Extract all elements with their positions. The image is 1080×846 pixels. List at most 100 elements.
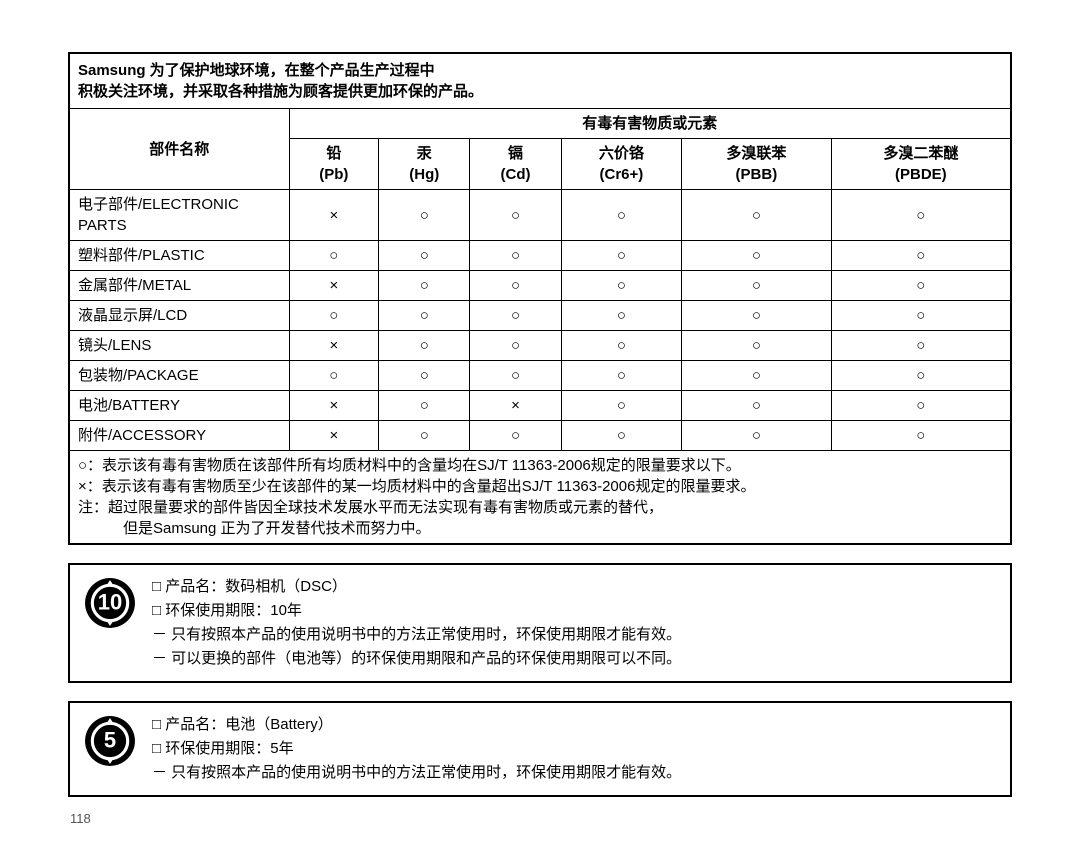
substance-cell: ○ [682,361,832,391]
substance-cell: ○ [379,361,470,391]
epup-box-5-list: 产品名：电池（Battery）环保使用期限：5年只有按照本产品的使用说明书中的方… [152,713,681,785]
substance-cell: ○ [470,421,561,451]
info-list-item: 只有按照本产品的使用说明书中的方法正常使用时，环保使用期限才能有效。 [152,623,681,647]
title-line-1: Samsung 为了保护地球环境，在整个产品生产过程中 [78,62,435,79]
note-line-2: ×：表示该有毒有害物质至少在该部件的某一均质材料中的含量超出SJ/T 11363… [78,478,755,495]
info-list-item: 只有按照本产品的使用说明书中的方法正常使用时，环保使用期限才能有效。 [152,761,681,785]
epup-box-5: 5 产品名：电池（Battery）环保使用期限：5年只有按照本产品的使用说明书中… [68,701,1012,797]
part-name-cell: 镜头/LENS [69,331,289,361]
notes-cell: ○：表示该有毒有害物质在该部件所有均质材料中的含量均在SJ/T 11363-20… [69,451,1011,545]
table-row: 镜头/LENS×○○○○○ [69,331,1011,361]
part-name-cell: 附件/ACCESSORY [69,421,289,451]
substance-cell: ○ [561,331,681,361]
table-row: 电池/BATTERY×○×○○○ [69,391,1011,421]
substance-cell: ○ [682,421,832,451]
substance-cell: ○ [561,241,681,271]
substance-cell: ○ [831,331,1011,361]
substance-cell: ○ [470,241,561,271]
substance-cell: ○ [379,331,470,361]
substances-group-header: 有毒有害物质或元素 [289,109,1011,139]
table-row: 包装物/PACKAGE○○○○○○ [69,361,1011,391]
substance-cell: ○ [561,271,681,301]
epup-box-10-list: 产品名：数码相机（DSC）环保使用期限：10年只有按照本产品的使用说明书中的方法… [152,575,681,671]
epup-icon-5: 5 [84,715,136,767]
substance-cell: ○ [682,190,832,241]
table-row: 金属部件/METAL×○○○○○ [69,271,1011,301]
document-page: Samsung 为了保护地球环境，在整个产品生产过程中 积极关注环境，并采取各种… [0,0,1080,846]
info-list-item: 环保使用期限：10年 [152,599,681,623]
epup-box-10: 10 产品名：数码相机（DSC）环保使用期限：10年只有按照本产品的使用说明书中… [68,563,1012,683]
substance-col-header: 多溴联苯(PBB) [682,139,832,190]
epup-number-10: 10 [98,589,122,615]
substance-cell: ○ [289,361,379,391]
substance-cell: ○ [379,421,470,451]
substance-col-header: 镉(Cd) [470,139,561,190]
info-list-item: 产品名：数码相机（DSC） [152,575,681,599]
part-name-cell: 包装物/PACKAGE [69,361,289,391]
substance-cell: × [289,331,379,361]
substance-cell: ○ [831,301,1011,331]
part-name-cell: 电子部件/ELECTRONIC PARTS [69,190,289,241]
substance-cell: ○ [470,331,561,361]
substance-cell: × [289,421,379,451]
info-list-item: 环保使用期限：5年 [152,737,681,761]
substance-cell: ○ [561,361,681,391]
substance-cell: × [289,271,379,301]
part-name-cell: 金属部件/METAL [69,271,289,301]
substance-cell: ○ [831,271,1011,301]
substance-cell: ○ [379,271,470,301]
note-line-1: ○：表示该有毒有害物质在该部件所有均质材料中的含量均在SJ/T 11363-20… [78,457,741,474]
table-title-cell: Samsung 为了保护地球环境，在整个产品生产过程中 积极关注环境，并采取各种… [69,53,1011,109]
substance-cell: ○ [682,391,832,421]
title-line-2: 积极关注环境，并采取各种措施为顾客提供更加环保的产品。 [78,83,483,100]
substance-col-header: 铅(Pb) [289,139,379,190]
note-line-4: 但是Samsung 正为了开发替代技术而努力中。 [78,518,431,539]
part-name-cell: 电池/BATTERY [69,391,289,421]
parts-col-header: 部件名称 [69,109,289,190]
substance-cell: ○ [470,361,561,391]
substance-cell: ○ [831,190,1011,241]
substance-cell: ○ [470,271,561,301]
epup-number-5: 5 [104,727,116,753]
table-row: 塑料部件/PLASTIC○○○○○○ [69,241,1011,271]
notes-row: ○：表示该有毒有害物质在该部件所有均质材料中的含量均在SJ/T 11363-20… [69,451,1011,545]
substance-cell: ○ [561,301,681,331]
substance-cell: ○ [379,190,470,241]
substance-cell: × [289,391,379,421]
substance-cell: ○ [289,241,379,271]
substance-cell: ○ [379,301,470,331]
substance-cell: ○ [682,301,832,331]
substance-cell: ○ [289,301,379,331]
page-number: 118 [68,811,1012,826]
substance-cell: ○ [831,361,1011,391]
substance-cell: ○ [682,331,832,361]
substance-col-header: 多溴二苯醚(PBDE) [831,139,1011,190]
substance-col-header: 六价铬(Cr6+) [561,139,681,190]
substance-cell: ○ [831,391,1011,421]
substance-cell: × [470,391,561,421]
table-row: 附件/ACCESSORY×○○○○○ [69,421,1011,451]
substance-cell: ○ [561,421,681,451]
part-name-cell: 塑料部件/PLASTIC [69,241,289,271]
info-list-item: 产品名：电池（Battery） [152,713,681,737]
substance-cell: ○ [561,391,681,421]
table-title-row: Samsung 为了保护地球环境，在整个产品生产过程中 积极关注环境，并采取各种… [69,53,1011,109]
substance-cell: ○ [470,301,561,331]
substance-cell: ○ [831,421,1011,451]
substance-cell: ○ [561,190,681,241]
note-line-3: 注：超过限量要求的部件皆因全球技术发展水平而无法实现有毒有害物质或元素的替代， [78,499,663,516]
table-row: 液晶显示屏/LCD○○○○○○ [69,301,1011,331]
substance-cell: ○ [470,190,561,241]
column-group-row: 部件名称 有毒有害物质或元素 [69,109,1011,139]
substance-cell: ○ [682,241,832,271]
hazardous-substances-table: Samsung 为了保护地球环境，在整个产品生产过程中 积极关注环境，并采取各种… [68,52,1012,545]
part-name-cell: 液晶显示屏/LCD [69,301,289,331]
substance-cell: ○ [682,271,832,301]
table-row: 电子部件/ELECTRONIC PARTS×○○○○○ [69,190,1011,241]
epup-icon-10: 10 [84,577,136,629]
substance-col-header: 汞(Hg) [379,139,470,190]
substance-cell: × [289,190,379,241]
substance-cell: ○ [379,241,470,271]
substance-cell: ○ [831,241,1011,271]
info-list-item: 可以更换的部件（电池等）的环保使用期限和产品的环保使用期限可以不同。 [152,647,681,671]
